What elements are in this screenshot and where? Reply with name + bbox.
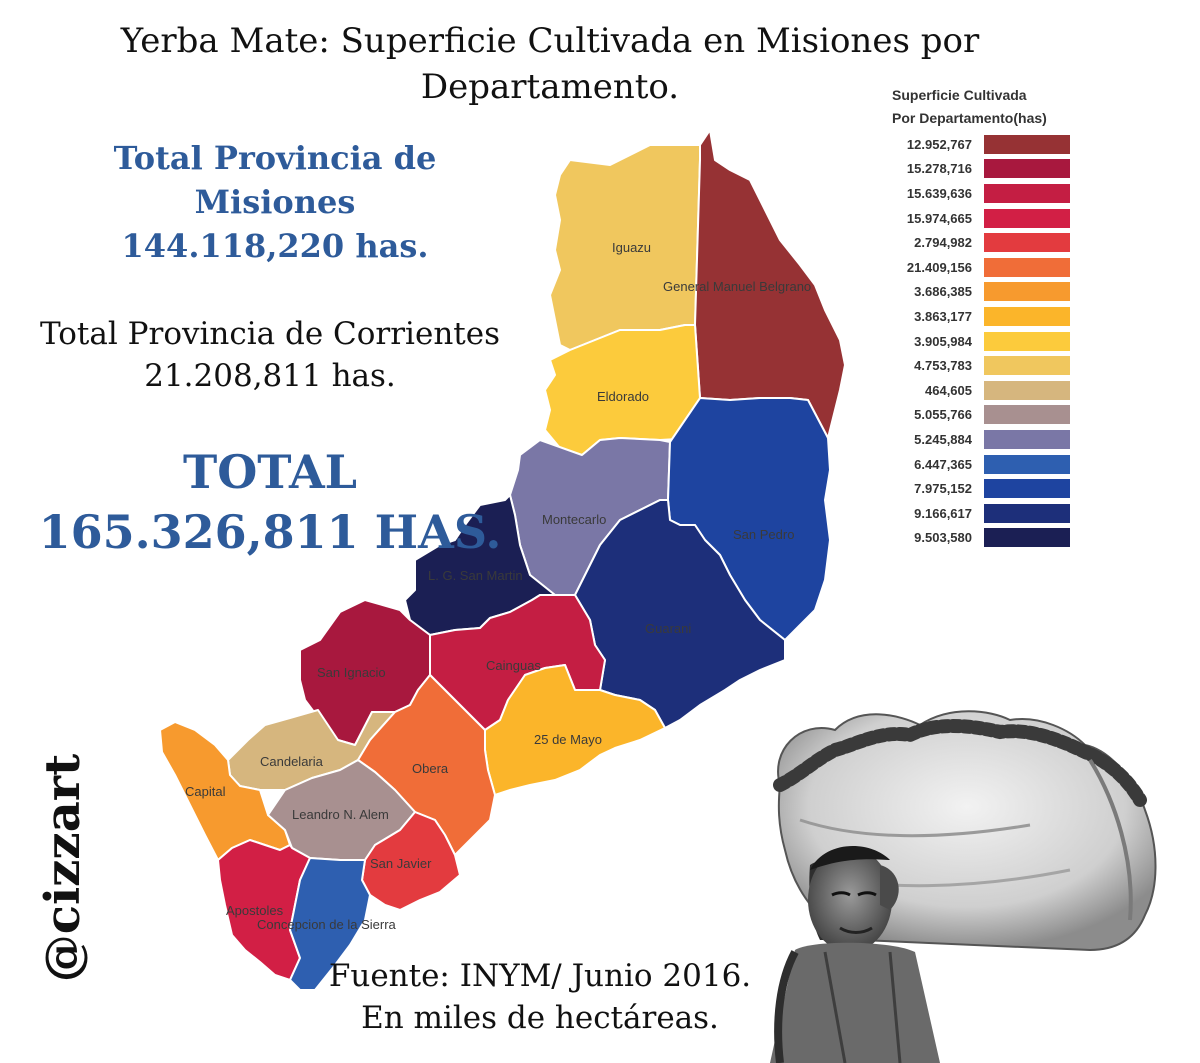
label-apostoles: Apostoles <box>226 903 284 918</box>
legend-value: 15.639,636 <box>906 185 972 201</box>
label-leandro-n-alem: Leandro N. Alem <box>292 807 389 822</box>
legend-swatch <box>984 331 1070 351</box>
legend-swatch <box>984 208 1070 228</box>
label-guarani: Guarani <box>645 621 691 636</box>
legend-value: 12.952,767 <box>906 136 972 152</box>
label-eldorado: Eldorado <box>597 389 649 404</box>
label-25-de-mayo: 25 de Mayo <box>534 732 602 747</box>
label-montecarlo: Montecarlo <box>542 512 606 527</box>
legend-swatch <box>984 528 1070 548</box>
misiones-total-line-1: Total Provincia de <box>113 139 437 177</box>
legend-row: 6.447,365 <box>880 452 1080 477</box>
legend-row: 464,605 <box>880 378 1080 403</box>
label-concepcion-de-la-sierra: Concepcion de la Sierra <box>257 917 397 932</box>
legend-row: 5.245,884 <box>880 427 1080 452</box>
grand-total-line-1: TOTAL <box>182 445 358 499</box>
map-legend: Superficie Cultivada Por Departamento(ha… <box>880 84 1080 550</box>
label-san-ignacio: San Ignacio <box>317 665 386 680</box>
label-candelaria: Candelaria <box>260 754 324 769</box>
title-line-2: Departamento. <box>420 67 680 107</box>
legend-value: 5.245,884 <box>914 431 972 447</box>
label-capital: Capital <box>185 784 226 799</box>
legend-value: 3.863,177 <box>914 308 972 324</box>
label-san-javier: San Javier <box>370 856 432 871</box>
legend-row: 7.975,152 <box>880 476 1080 501</box>
legend-value: 2.794,982 <box>914 235 972 251</box>
legend-swatch <box>984 356 1070 376</box>
legend-value: 9.166,617 <box>914 505 972 521</box>
title-line-1: Yerba Mate: Superficie Cultivada en Misi… <box>120 21 980 61</box>
legend-value: 6.447,365 <box>914 456 972 472</box>
legend-row: 15.974,665 <box>880 206 1080 231</box>
dept-concepcion-de-la-sierra[interactable] <box>289 857 371 991</box>
source-line-1: Fuente: INYM/ Junio 2016. <box>328 958 752 994</box>
legend-row: 21.409,156 <box>880 255 1080 280</box>
dept-san-javier[interactable] <box>361 811 461 911</box>
corrientes-total-line-1: Total Provincia de Corrientes <box>40 316 500 352</box>
legend-row: 9.166,617 <box>880 501 1080 526</box>
legend-value: 4.753,783 <box>914 358 972 374</box>
grand-total: TOTAL 165.326,811 HAS. <box>20 442 520 562</box>
source-line-2: En miles de hectáreas. <box>361 1000 719 1036</box>
legend-swatch <box>984 306 1070 326</box>
corrientes-total: Total Provincia de Corrientes 21.208,811… <box>20 313 520 397</box>
department-labels: Iguazu General Manuel Belgrano Eldorado … <box>185 240 811 932</box>
legend-row: 15.639,636 <box>880 181 1080 206</box>
legend-swatch <box>984 134 1070 154</box>
legend-value: 5.055,766 <box>914 407 972 423</box>
label-cainguas: Cainguas <box>486 658 541 673</box>
legend-value: 9.503,580 <box>914 530 972 546</box>
worker-carrying-sack-photo <box>770 710 1157 1063</box>
legend-row: 3.686,385 <box>880 280 1080 305</box>
legend-row: 15.278,716 <box>880 157 1080 182</box>
label-iguazu: Iguazu <box>612 240 651 255</box>
misiones-total: Total Provincia de Misiones 144.118,220 … <box>40 136 510 268</box>
legend-swatch <box>984 282 1070 302</box>
legend-swatch <box>984 183 1070 203</box>
legend-value: 3.905,984 <box>914 333 972 349</box>
label-lg-san-martin: L. G. San Martin <box>428 568 523 583</box>
grand-total-line-2: 165.326,811 HAS. <box>38 505 502 559</box>
corrientes-total-line-2: 21.208,811 has. <box>144 358 396 394</box>
misiones-total-line-2: Misiones <box>194 183 356 221</box>
legend-row: 2.794,982 <box>880 230 1080 255</box>
legend-swatch <box>984 503 1070 523</box>
author-handle: @cizzart <box>35 753 91 983</box>
label-obera: Obera <box>412 761 449 776</box>
legend-swatch <box>984 233 1070 253</box>
data-source: Fuente: INYM/ Junio 2016. En miles de he… <box>300 955 780 1039</box>
legend-title-line-1: Superficie Cultivada <box>892 87 1027 103</box>
legend-rows: 12.952,767 15.278,716 15.639,636 15.974,665… <box>880 132 1080 550</box>
legend-swatch <box>984 380 1070 400</box>
legend-row: 9.503,580 <box>880 526 1080 551</box>
legend-row: 3.905,984 <box>880 329 1080 354</box>
label-san-pedro: San Pedro <box>733 527 794 542</box>
legend-value: 3.686,385 <box>914 284 972 300</box>
legend-row: 5.055,766 <box>880 403 1080 428</box>
legend-value: 7.975,152 <box>914 481 972 497</box>
misiones-total-line-3: 144.118,220 has. <box>121 227 429 265</box>
legend-swatch <box>984 454 1070 474</box>
legend-swatch <box>984 429 1070 449</box>
legend-title-line-2: Por Departamento(has) <box>892 110 1047 126</box>
legend-value: 464,605 <box>925 382 972 398</box>
legend-swatch <box>984 159 1070 179</box>
legend-row: 3.863,177 <box>880 304 1080 329</box>
map-title: Yerba Mate: Superficie Cultivada en Misi… <box>100 18 1000 110</box>
legend-value: 15.278,716 <box>906 161 972 177</box>
legend-row: 4.753,783 <box>880 353 1080 378</box>
legend-value: 15.974,665 <box>906 210 972 226</box>
legend-swatch <box>984 405 1070 425</box>
legend-row: 12.952,767 <box>880 132 1080 157</box>
legend-swatch <box>984 257 1070 277</box>
legend-value: 21.409,156 <box>906 259 972 275</box>
label-general-manuel-belgrano: General Manuel Belgrano <box>663 279 811 294</box>
legend-swatch <box>984 479 1070 499</box>
